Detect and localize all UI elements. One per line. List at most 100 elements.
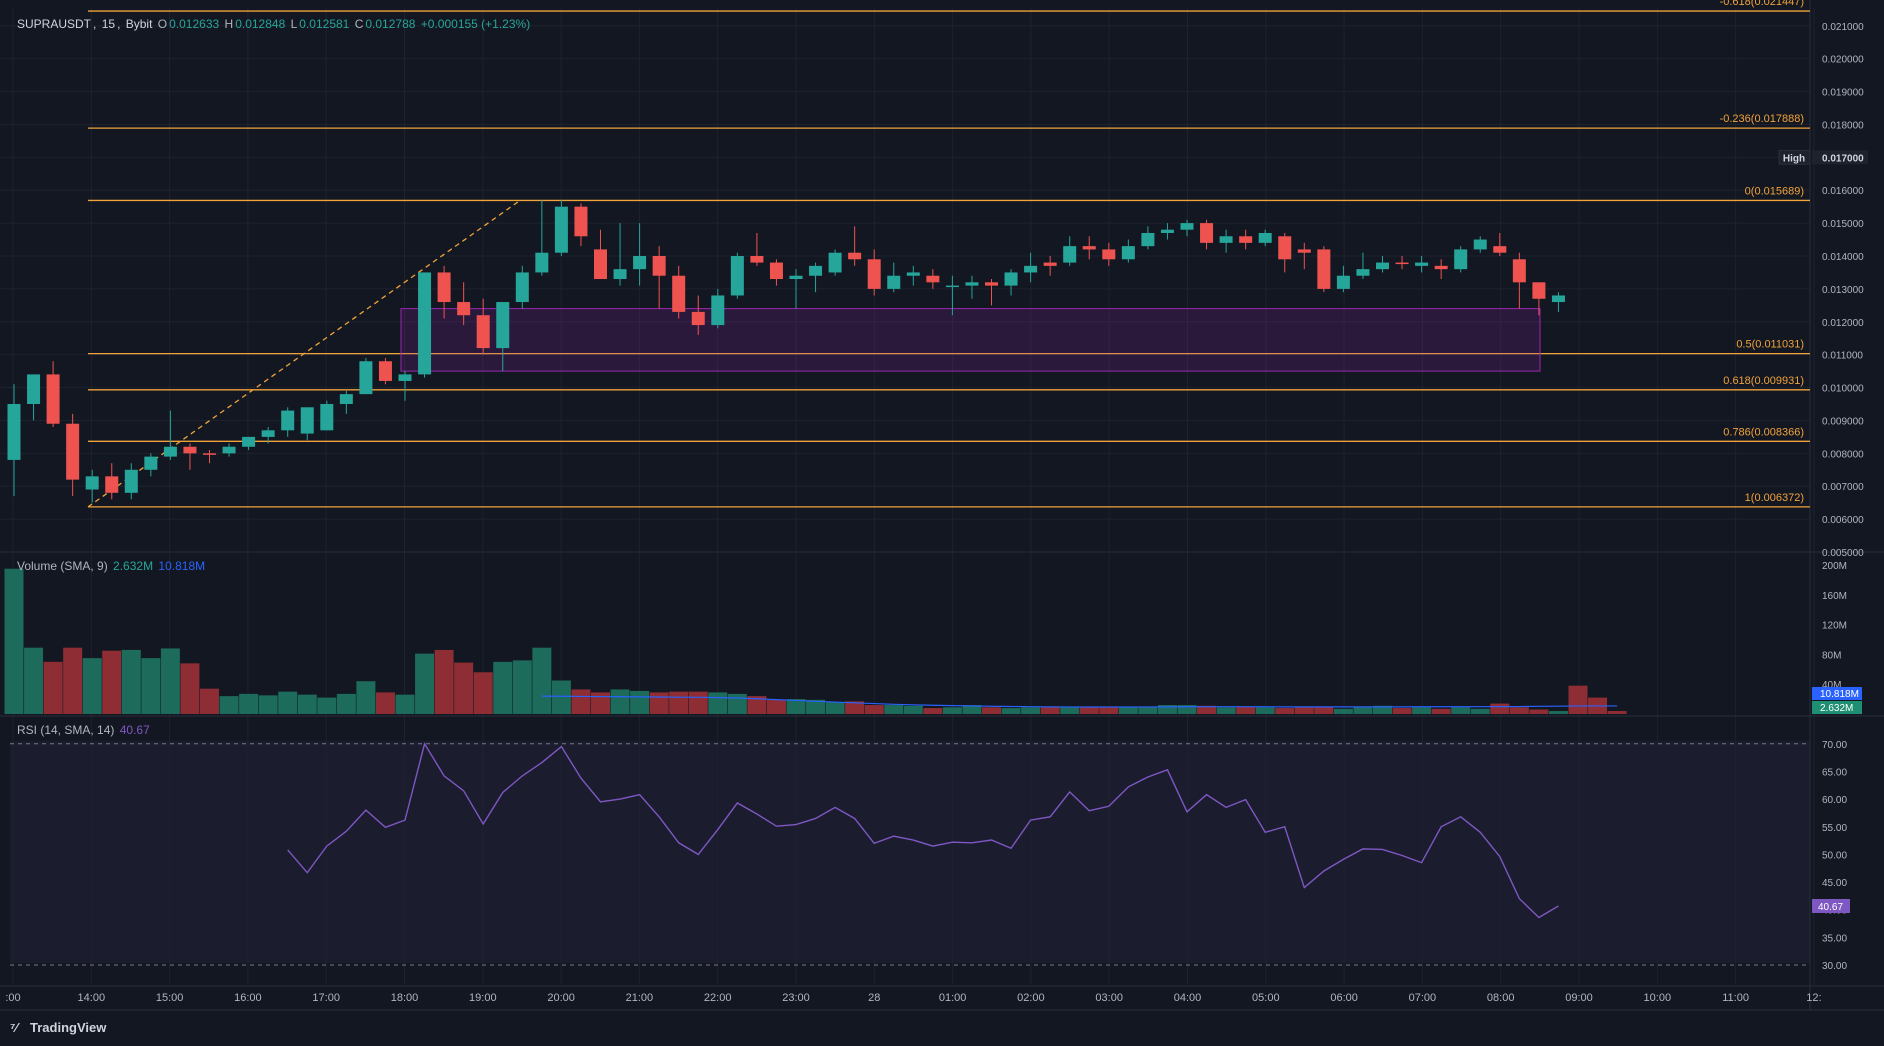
volume-bar — [1470, 708, 1490, 714]
change-value: +0.000155 (+1.23%) — [420, 17, 531, 31]
time-tick-label: 04:00 — [1174, 992, 1202, 1004]
volume-bar — [884, 705, 904, 714]
volume-bar — [1529, 709, 1549, 714]
volume-legend[interactable]: Volume (SMA, 9) 2.632M 10.818M — [17, 559, 207, 573]
candle-body — [887, 275, 901, 289]
candle-body — [300, 407, 314, 434]
volume-bar — [1353, 707, 1373, 714]
candle-body — [1336, 275, 1350, 289]
rsi-line — [287, 742, 1559, 919]
rsi-legend[interactable]: RSI (14, SMA, 14) 40.67 — [17, 723, 152, 737]
volume-bar — [1568, 685, 1588, 714]
time-tick-label: 03:00 — [1095, 992, 1123, 1004]
time-tick-label: 14:00 — [78, 992, 106, 1004]
open-key: O — [157, 17, 168, 31]
volume-bar — [121, 649, 141, 714]
candle-body — [242, 436, 256, 447]
time-tick-label: :00 — [5, 992, 20, 1004]
volume-bar — [180, 663, 200, 714]
time-tick-label: 16:00 — [234, 992, 262, 1004]
candle-body — [1141, 232, 1155, 247]
candle-body — [1219, 236, 1233, 243]
time-tick-label: 17:00 — [312, 992, 340, 1004]
volume-bar — [141, 658, 161, 714]
symbol-name[interactable]: SUPRAUSDT — [17, 17, 92, 31]
candle-body — [1356, 269, 1370, 276]
time-tick-label: 08:00 — [1487, 992, 1515, 1004]
volume-bar — [571, 689, 591, 714]
volume-sma-badge — [1812, 687, 1862, 700]
candle-body — [1180, 223, 1194, 230]
volume-bar — [806, 699, 826, 714]
volume-bar — [219, 696, 239, 714]
volume-bar — [1412, 707, 1432, 714]
volume-bar — [1060, 706, 1080, 714]
volume-tick-label: 200M — [1822, 561, 1847, 572]
high-label-bg — [1778, 149, 1811, 165]
candle-body — [496, 302, 510, 349]
candle-body — [1493, 246, 1507, 253]
candle-body — [281, 410, 295, 431]
candle-body — [672, 275, 686, 312]
rsi-tick-label: 30.00 — [1822, 961, 1847, 972]
fib-level-label: 0.5(0.011031) — [1736, 339, 1804, 351]
price-tick-label: 0.007000 — [1822, 482, 1864, 493]
candle-body — [1258, 232, 1272, 243]
volume-bar — [1294, 707, 1314, 714]
candle-body — [554, 206, 568, 253]
tradingview-logo[interactable]: ⁷⁄ TradingView — [10, 1020, 106, 1035]
rsi-value: 40.67 — [119, 723, 150, 737]
volume-bar — [82, 658, 102, 714]
price-tick-label: 0.015000 — [1822, 219, 1864, 230]
volume-bar — [395, 694, 415, 714]
volume-bar — [1157, 705, 1177, 714]
price-tick-label: 0.020000 — [1822, 55, 1864, 66]
volume-tick-label: 40M — [1822, 680, 1841, 691]
time-tick-label: 10:00 — [1644, 992, 1672, 1004]
candle-body — [750, 256, 764, 263]
time-tick-label: 12: — [1806, 992, 1821, 1004]
candle-body — [1102, 249, 1116, 260]
volume-bar — [1021, 707, 1041, 714]
volume-bar — [297, 694, 317, 714]
candle-body — [1278, 236, 1292, 260]
rsi-title: RSI (14, SMA, 14) — [17, 723, 115, 737]
candle-body — [985, 282, 998, 286]
candle-body — [730, 256, 744, 296]
volume-bar — [24, 647, 44, 714]
candle-body — [1043, 262, 1057, 266]
volume-bar — [845, 701, 865, 714]
fib-level-label: 1(0.006372) — [1745, 492, 1804, 504]
volume-bar — [1392, 708, 1412, 714]
volume-bar — [1255, 707, 1275, 714]
symbol-interval: 15 — [101, 17, 116, 31]
candle-body — [1512, 259, 1526, 283]
candle-body — [691, 311, 705, 326]
candle-body — [66, 423, 80, 480]
volume-bar — [1197, 705, 1217, 714]
volume-bar — [4, 568, 24, 714]
price-tick-label: 0.011000 — [1822, 351, 1863, 362]
symbol-legend[interactable]: SUPRAUSDT, 15, Bybit O 0.012633 H 0.012848… — [17, 17, 531, 31]
volume-bar — [1275, 708, 1295, 714]
price-tick-label: 0.013000 — [1822, 285, 1864, 296]
candle-body — [46, 374, 60, 424]
fib-level-label: 0.786(0.008366) — [1723, 426, 1804, 438]
candle-body — [1160, 229, 1174, 233]
candle-body — [965, 282, 979, 286]
time-tick-label: 21:00 — [626, 992, 654, 1004]
volume-bar — [1138, 706, 1158, 714]
candle-body — [1082, 246, 1096, 250]
symbol-exchange: Bybit — [125, 17, 153, 31]
candle-body — [515, 272, 529, 303]
volume-bar — [1099, 706, 1119, 714]
low-key: L — [290, 17, 298, 31]
price-tick-label: 0.005000 — [1822, 548, 1864, 559]
candle-body — [535, 252, 549, 273]
candle-body — [652, 256, 666, 276]
candle-body — [711, 295, 725, 326]
volume-bar — [610, 689, 630, 714]
time-tick-label: 07:00 — [1409, 992, 1437, 1004]
